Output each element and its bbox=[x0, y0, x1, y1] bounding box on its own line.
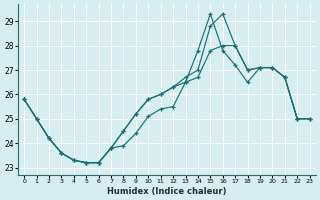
X-axis label: Humidex (Indice chaleur): Humidex (Indice chaleur) bbox=[107, 187, 227, 196]
